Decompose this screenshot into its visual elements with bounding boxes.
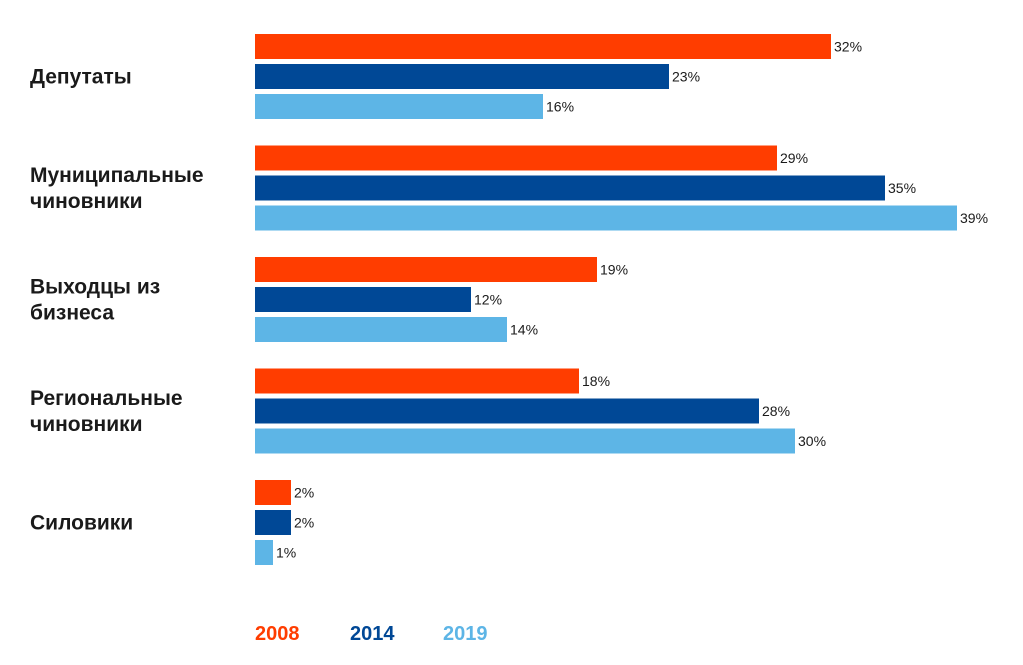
value-label: 2% — [294, 515, 314, 531]
value-label: 14% — [510, 322, 538, 338]
category-label: бизнеса — [30, 302, 114, 325]
value-label: 2% — [294, 485, 314, 501]
bar-2019 — [255, 428, 795, 454]
value-label: 23% — [672, 69, 700, 85]
bar-2019 — [255, 540, 273, 565]
value-label: 28% — [762, 403, 790, 419]
legend-item-2008: 2008 — [255, 623, 300, 645]
value-label: 39% — [960, 210, 988, 226]
value-labels: 32% 23% 16% 29% 35% 39% 19% 12% 14% 18% 28% 30% 2% 2%… — [276, 39, 988, 561]
bar-2019 — [255, 317, 507, 342]
bar-2014 — [255, 398, 759, 424]
value-label: 1% — [276, 545, 296, 561]
category-label: Силовики — [30, 512, 133, 535]
bar-2019 — [255, 94, 543, 119]
bar-2014 — [255, 175, 885, 201]
bars — [255, 34, 957, 565]
category-label: Региональные — [30, 387, 183, 410]
category-label: Выходцы из — [30, 276, 160, 299]
value-label: 12% — [474, 292, 502, 308]
bar-2014 — [255, 64, 669, 89]
category-labels: Депутаты Муниципальные чиновники Выходцы из… — [30, 66, 204, 535]
value-label: 18% — [582, 373, 610, 389]
bar-2014 — [255, 510, 291, 535]
bar-2008 — [255, 34, 831, 59]
bar-2008 — [255, 257, 597, 282]
category-label: Депутаты — [30, 66, 132, 89]
value-label: 29% — [780, 150, 808, 166]
bar-2008 — [255, 145, 777, 171]
legend: 2008 2014 2019 — [255, 623, 488, 645]
category-label: чиновники — [30, 413, 143, 436]
bar-2019 — [255, 205, 957, 231]
legend-item-2019: 2019 — [443, 623, 488, 645]
value-label: 32% — [834, 39, 862, 55]
value-label: 19% — [600, 262, 628, 278]
category-label: чиновники — [30, 190, 143, 213]
bar-2008 — [255, 368, 579, 394]
value-label: 35% — [888, 180, 916, 196]
bar-2014 — [255, 287, 471, 312]
value-label: 30% — [798, 433, 826, 449]
value-label: 16% — [546, 99, 574, 115]
legend-item-2014: 2014 — [350, 623, 395, 645]
category-label: Муниципальные — [30, 164, 204, 187]
bar-2008 — [255, 480, 291, 505]
